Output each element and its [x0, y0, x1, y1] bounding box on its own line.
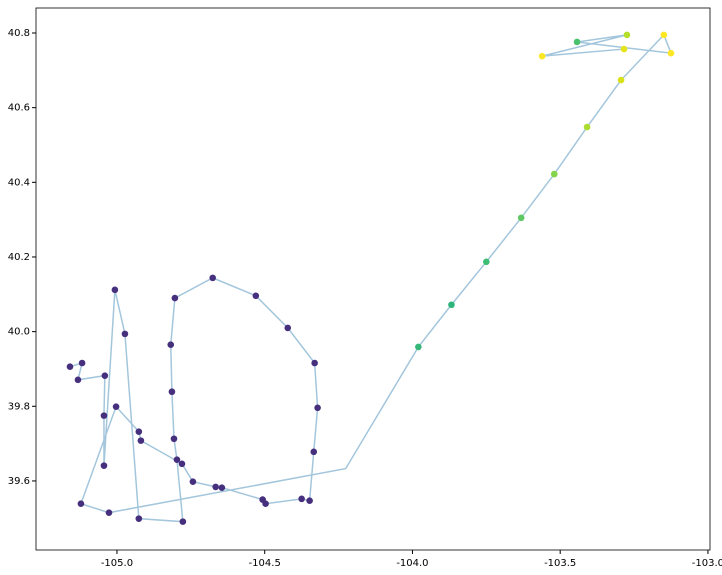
point: [306, 497, 313, 505]
point: [173, 456, 181, 463]
point: [178, 460, 186, 468]
point: [252, 292, 260, 300]
axes-frame: [35, 7, 711, 551]
point: [259, 496, 266, 503]
point: [314, 404, 321, 412]
x-tick-label: -103.5: [544, 558, 576, 569]
point: [620, 45, 628, 53]
point: [111, 286, 119, 294]
point: [168, 388, 176, 396]
point: [209, 274, 216, 282]
point: [623, 31, 631, 39]
point: [538, 52, 546, 60]
point: [517, 214, 525, 222]
point: [171, 294, 179, 302]
point: [617, 76, 625, 84]
x-tick-label: -104.5: [249, 558, 281, 569]
point: [667, 49, 675, 57]
y-tick-label: 40.0: [8, 327, 30, 338]
point: [189, 478, 197, 485]
x-tick-label: -105.0: [101, 558, 133, 569]
point: [298, 495, 305, 503]
point: [583, 123, 591, 131]
point: [170, 435, 178, 443]
point: [100, 462, 108, 469]
point: [74, 376, 82, 384]
point: [105, 509, 113, 516]
point: [112, 403, 120, 410]
y-tick-label: 40.2: [8, 252, 30, 263]
point: [311, 359, 318, 367]
point: [218, 484, 226, 491]
line: [69, 33, 673, 523]
point: [212, 483, 219, 491]
point: [573, 38, 581, 46]
y-tick-label: 39.8: [8, 401, 30, 412]
point: [135, 515, 143, 522]
point: [550, 170, 558, 178]
point: [284, 324, 292, 332]
point: [310, 448, 318, 456]
point: [179, 518, 187, 525]
point: [66, 363, 74, 371]
point: [448, 301, 455, 309]
y-tick-label: 39.6: [8, 476, 30, 487]
x-tick-label: -104.0: [396, 558, 428, 569]
point: [660, 31, 668, 39]
point: [415, 343, 422, 351]
point: [137, 437, 145, 444]
point: [483, 258, 490, 266]
point: [121, 330, 129, 338]
point: [167, 341, 175, 348]
point: [77, 500, 85, 508]
y-tick-label: 40.8: [8, 28, 30, 39]
y-tick-label: 40.6: [8, 103, 30, 114]
x-tick-label: -103.0: [692, 558, 722, 569]
point: [100, 412, 108, 419]
point: [135, 428, 143, 435]
y-tick-label: 40.4: [8, 177, 30, 188]
point: [101, 372, 109, 379]
point: [78, 359, 86, 367]
